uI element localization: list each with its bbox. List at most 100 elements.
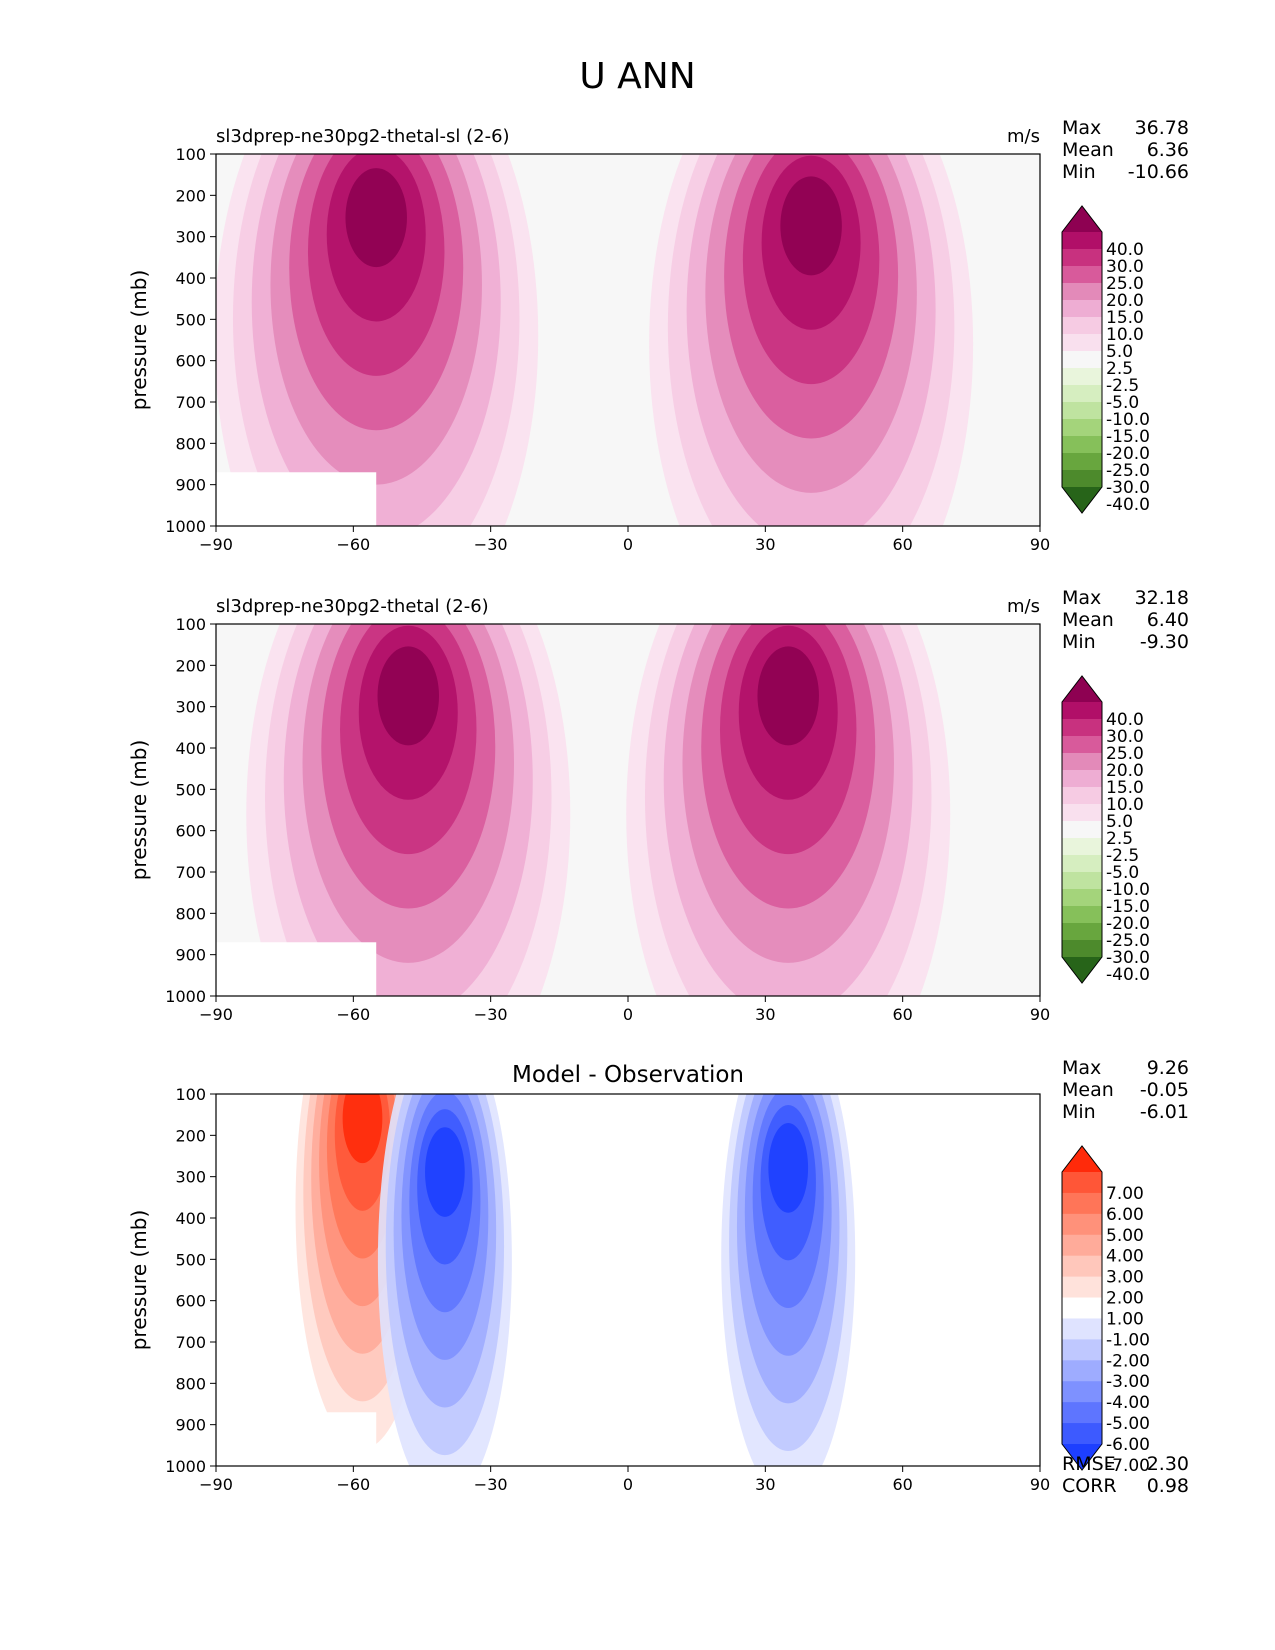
colorbar-tick-label: 5.00 <box>1106 1226 1144 1246</box>
colorbar-tick-label: 1.00 <box>1106 1309 1144 1329</box>
x-tick-label: −90 <box>199 1475 233 1494</box>
chart-panel-1: sl3dprep-ne30pg2-thetal-sl (2-6) m/s 100 20… <box>127 117 1189 554</box>
y-tick-label: 1000 <box>165 517 206 536</box>
y-tick-label: 500 <box>175 310 206 329</box>
colorbar-extend-bottom <box>1062 487 1102 513</box>
y-tick-label: 100 <box>175 145 206 164</box>
colorbar-segment <box>1062 804 1102 822</box>
colorbar-segment <box>1062 906 1102 924</box>
colorbar-segment <box>1062 1339 1102 1361</box>
stat-value: 32.18 <box>1135 587 1189 609</box>
stat-value: -6.01 <box>1140 1101 1189 1123</box>
colorbar-extend-top <box>1062 1146 1102 1172</box>
colorbar-tick-label: 10.0 <box>1106 325 1144 345</box>
y-tick-label: 900 <box>175 476 206 495</box>
colorbar-outline <box>1061 1145 1103 1471</box>
x-tick-label: 60 <box>892 1005 912 1024</box>
colorbar-segment <box>1062 300 1102 318</box>
metric-label: CORR <box>1062 1475 1117 1497</box>
y-tick-label: 200 <box>175 186 206 205</box>
colorbar-tick-label: -15.0 <box>1106 427 1150 447</box>
stat-value: -9.30 <box>1140 631 1189 653</box>
figure-title: U ANN <box>579 56 696 97</box>
colorbar-tick-label: -2.5 <box>1106 846 1139 866</box>
stat-label: Mean <box>1062 1079 1114 1101</box>
y-axis-label: pressure (mb) <box>127 740 151 881</box>
y-tick-label: 500 <box>175 780 206 799</box>
colorbar-tick-label: 5.0 <box>1106 812 1133 832</box>
colorbar-tick-label: -15.0 <box>1106 897 1150 917</box>
colorbar-segment <box>1062 1423 1102 1445</box>
chart-panel-2: sl3dprep-ne30pg2-thetal (2-6) m/s 100 200 30… <box>127 587 1189 1024</box>
colorbar-segment <box>1062 702 1102 720</box>
colorbar-tick-label: -3.00 <box>1106 1372 1150 1392</box>
colorbar-segment <box>1062 1360 1102 1382</box>
stat-value: -0.05 <box>1140 1079 1189 1101</box>
colorbar-segment <box>1062 1318 1102 1340</box>
colorbar-segment <box>1062 855 1102 873</box>
colorbar-tick-label: -5.0 <box>1106 393 1139 413</box>
colorbar-extend-top <box>1062 206 1102 232</box>
contour-band <box>342 1094 383 1164</box>
colorbar-tick-label: 20.0 <box>1106 761 1144 781</box>
colorbar-tick-label: -20.0 <box>1106 914 1150 934</box>
contour-field <box>216 1094 1040 1466</box>
y-tick-label: 700 <box>175 393 206 412</box>
colorbar-tick-label: -40.0 <box>1106 965 1150 985</box>
colorbar-tick-label: 25.0 <box>1106 274 1144 294</box>
contour-band <box>425 1127 465 1217</box>
contour-field <box>216 154 1040 526</box>
metric-label: RMSE <box>1062 1453 1116 1475</box>
colorbar-segment <box>1062 787 1102 805</box>
y-tick-label: 800 <box>175 434 206 453</box>
colorbar-tick-label: -2.5 <box>1106 376 1139 396</box>
x-tick-label: 90 <box>1030 535 1050 554</box>
contour-field <box>216 624 1040 996</box>
y-tick-label: 200 <box>175 1126 206 1145</box>
colorbar-extend-bottom <box>1062 1444 1102 1470</box>
colorbar-tick-label: -10.0 <box>1106 410 1150 430</box>
metric-value: 2.30 <box>1147 1453 1189 1475</box>
y-tick-label: 600 <box>175 1292 206 1311</box>
colorbar-segment <box>1062 940 1102 958</box>
x-tick-label: −60 <box>336 535 370 554</box>
colorbar-tick-label: -40.0 <box>1106 495 1150 515</box>
colorbar-tick-label: -4.00 <box>1106 1393 1150 1413</box>
missing-data-region <box>216 1412 377 1466</box>
y-tick-label: 700 <box>175 1333 206 1352</box>
colorbar-tick-label: 10.0 <box>1106 795 1144 815</box>
colorbar-tick-label: -25.0 <box>1106 461 1150 481</box>
x-tick-label: 30 <box>755 1475 775 1494</box>
colorbar-tick-label: 7.00 <box>1106 1184 1144 1204</box>
colorbar-segment <box>1062 1276 1102 1299</box>
colorbar-segment <box>1062 419 1102 437</box>
contour-band <box>780 176 842 276</box>
x-tick-label: 60 <box>892 1475 912 1494</box>
y-axis-label: pressure (mb) <box>127 270 151 411</box>
colorbar-tick-label: -20.0 <box>1106 444 1150 464</box>
missing-data-region <box>216 942 377 996</box>
colorbar-tick-label: 2.00 <box>1106 1289 1144 1309</box>
colorbar-segment <box>1062 1381 1102 1403</box>
y-tick-label: 600 <box>175 352 206 371</box>
y-tick-label: 1000 <box>165 987 206 1006</box>
colorbar-segment <box>1062 770 1102 788</box>
contour-band <box>757 646 819 746</box>
y-tick-label: 1000 <box>165 1457 206 1476</box>
y-tick-label: 200 <box>175 656 206 675</box>
stat-value: -10.66 <box>1128 161 1189 183</box>
colorbar-tick-label: 25.0 <box>1106 744 1144 764</box>
colorbar-segment <box>1062 249 1102 267</box>
colorbar-tick-label: -6.00 <box>1106 1435 1150 1455</box>
colorbar-tick-label: 40.0 <box>1106 240 1144 260</box>
stat-label: Min <box>1062 631 1096 653</box>
colorbar-outline <box>1061 205 1103 514</box>
x-tick-label: 0 <box>623 1005 633 1024</box>
y-axis-label: pressure (mb) <box>127 1210 151 1351</box>
panel-title: sl3dprep-ne30pg2-thetal-sl (2-6) <box>216 126 510 147</box>
colorbar-segment <box>1062 821 1102 839</box>
colorbar-tick-label: -7.00 <box>1106 1456 1150 1476</box>
stat-label: Max <box>1062 1057 1101 1079</box>
y-tick-label: 500 <box>175 1250 206 1269</box>
colorbar-tick-label: 40.0 <box>1106 710 1144 730</box>
